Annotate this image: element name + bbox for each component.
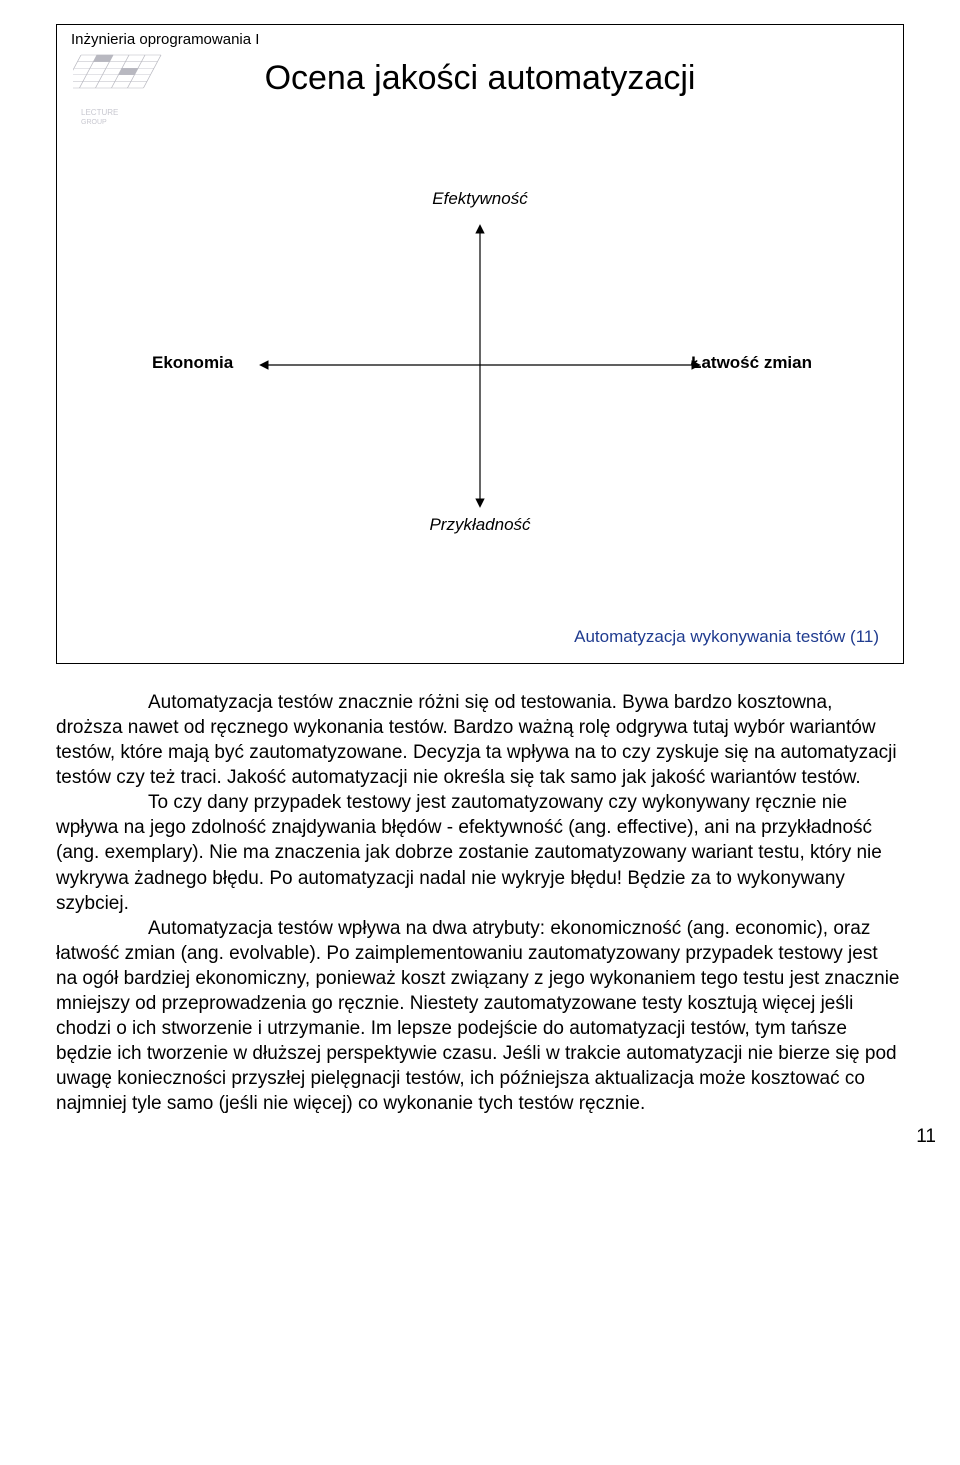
svg-text:LECTURE: LECTURE xyxy=(81,108,118,117)
slide-footer: Automatyzacja wykonywania testów (11) xyxy=(574,627,879,647)
page: Inżynieria oprogramowania I xyxy=(0,0,960,1140)
course-label: Inżynieria oprogramowania I xyxy=(71,31,259,48)
axis-right-label: Łatwość zmian xyxy=(691,353,812,373)
paragraph: Automatyzacja testów znacznie różni się … xyxy=(56,690,904,790)
axis-bottom-label: Przykładność xyxy=(429,515,530,535)
axes-diagram: Efektywność Przykładność Ekonomia Łatwoś… xyxy=(150,175,810,555)
slide-title: Ocena jakości automatyzacji xyxy=(57,59,903,98)
axis-top-label: Efektywność xyxy=(432,189,527,209)
slide-box: Inżynieria oprogramowania I xyxy=(56,24,904,664)
body-text: Automatyzacja testów znacznie różni się … xyxy=(56,690,904,1116)
axis-left-label: Ekonomia xyxy=(152,353,233,373)
page-number: 11 xyxy=(916,1126,936,1148)
paragraph: Automatyzacja testów wpływa na dwa atryb… xyxy=(56,916,904,1117)
paragraph: To czy dany przypadek testowy jest zauto… xyxy=(56,790,904,915)
svg-text:GROUP: GROUP xyxy=(81,119,107,126)
